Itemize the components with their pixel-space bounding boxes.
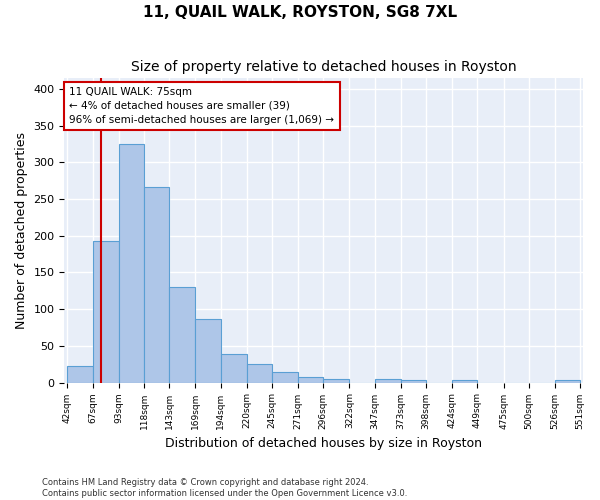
Bar [221,354,247,382]
Bar [119,144,144,382]
Bar [92,241,119,382]
Bar [323,379,349,382]
Bar [144,186,169,382]
Bar [196,320,221,382]
Bar [169,287,196,382]
Bar [401,380,426,382]
X-axis label: Distribution of detached houses by size in Royston: Distribution of detached houses by size … [166,437,482,450]
Text: Contains HM Land Registry data © Crown copyright and database right 2024.
Contai: Contains HM Land Registry data © Crown c… [42,478,407,498]
Bar [67,366,92,382]
Text: 11 QUAIL WALK: 75sqm
← 4% of detached houses are smaller (39)
96% of semi-detach: 11 QUAIL WALK: 75sqm ← 4% of detached ho… [70,87,334,125]
Bar [555,380,580,382]
Text: 11, QUAIL WALK, ROYSTON, SG8 7XL: 11, QUAIL WALK, ROYSTON, SG8 7XL [143,5,457,20]
Bar [374,379,401,382]
Bar [272,372,298,382]
Bar [298,376,323,382]
Bar [247,364,272,382]
Title: Size of property relative to detached houses in Royston: Size of property relative to detached ho… [131,60,517,74]
Y-axis label: Number of detached properties: Number of detached properties [15,132,28,329]
Bar [452,380,478,382]
